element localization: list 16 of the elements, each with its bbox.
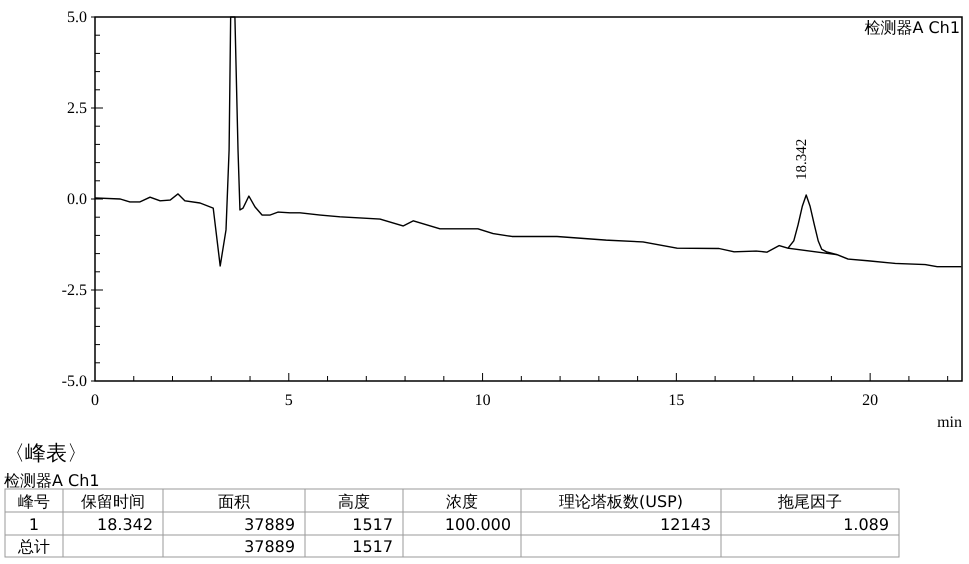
annotation: 检测器A Ch1 — [864, 18, 960, 37]
x-tick-label: 20 — [862, 392, 878, 409]
x-tick-label: 5 — [284, 392, 293, 409]
x-axis-title: min — [937, 414, 962, 431]
y-tick-label: 5.0 — [67, 9, 87, 26]
x-tick-label: 10 — [474, 392, 491, 409]
y-tick-label: -5.0 — [62, 373, 87, 390]
y-tick-label: -2.5 — [62, 282, 87, 299]
peak-table: 峰号 保留时间 面积 高度 浓度 理论塔板数(USP) 拖尾因子 1 18.342 37889 1517 100.000 12143 1.089 总计 37889 1517 — [4, 488, 900, 558]
text: 检测器A Ch1 — [4, 471, 100, 490]
text: 〈峰表〉 — [4, 441, 88, 465]
x-tick-label: 0 — [91, 392, 99, 409]
y-tick-label: 0.0 — [67, 191, 87, 208]
x-tick-label: 15 — [668, 392, 684, 409]
annotation: 18.342 — [794, 138, 810, 180]
y-tick-label: 2.5 — [67, 100, 87, 117]
